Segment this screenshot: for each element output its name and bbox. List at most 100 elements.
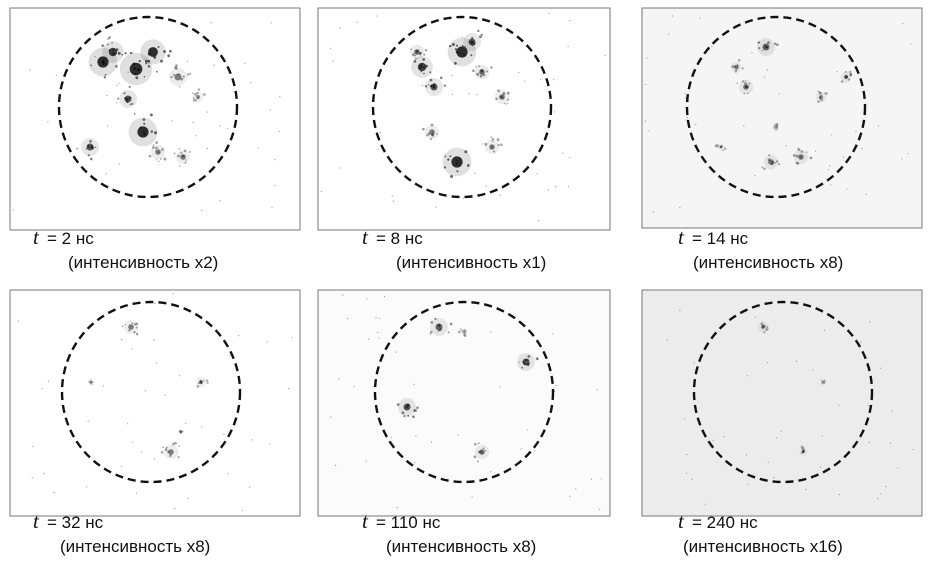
speck — [484, 142, 488, 146]
noise — [693, 362, 695, 364]
noise — [596, 389, 598, 391]
noise — [279, 96, 281, 98]
speck — [152, 144, 155, 146]
noise — [548, 12, 550, 15]
spot — [180, 431, 182, 433]
speck — [413, 409, 417, 412]
noise — [413, 383, 415, 385]
spot-halo — [738, 79, 754, 95]
speck — [792, 154, 796, 157]
spot — [108, 47, 118, 57]
noise — [365, 460, 367, 462]
noise — [47, 380, 49, 382]
speck — [175, 64, 178, 67]
speck — [167, 54, 171, 58]
dashed-circle — [692, 300, 874, 484]
speck — [108, 49, 111, 51]
speck — [432, 133, 435, 136]
speck — [148, 154, 152, 158]
speck — [136, 334, 138, 336]
noise — [185, 422, 187, 424]
intensity-label: (интенсивность x8) — [60, 537, 210, 556]
speck — [414, 57, 417, 60]
speck — [720, 146, 723, 149]
speck — [169, 454, 172, 457]
speck — [419, 51, 422, 55]
speck — [200, 381, 203, 384]
spot — [818, 94, 824, 100]
noise — [187, 497, 189, 499]
speck — [425, 134, 428, 137]
speck — [403, 415, 406, 418]
speck — [821, 379, 823, 382]
speck — [800, 150, 803, 153]
speck — [819, 93, 822, 95]
time-label: = 110 нс — [376, 513, 441, 532]
speck — [797, 148, 801, 151]
noise — [912, 448, 914, 451]
noise — [780, 430, 782, 432]
speck — [205, 379, 209, 382]
speck — [502, 97, 505, 99]
speck — [775, 128, 778, 131]
noise — [745, 454, 747, 456]
noise — [270, 22, 272, 24]
noise — [229, 354, 231, 357]
speck — [482, 73, 486, 77]
speck — [459, 52, 461, 55]
speck — [145, 62, 148, 65]
speck — [202, 93, 206, 96]
speck — [429, 332, 432, 335]
speck — [87, 146, 90, 148]
noise — [127, 71, 129, 73]
noise — [102, 385, 105, 387]
speck — [757, 41, 761, 44]
speck — [763, 325, 766, 328]
speck — [135, 332, 139, 335]
speck — [523, 362, 527, 365]
speck — [129, 103, 132, 106]
speck — [449, 155, 452, 158]
speck — [202, 379, 205, 382]
noise — [553, 79, 555, 81]
speck — [461, 329, 464, 332]
speck — [133, 67, 137, 70]
spot — [155, 149, 161, 155]
speck — [456, 44, 458, 47]
noise — [868, 442, 870, 444]
speck — [491, 146, 493, 148]
speck — [820, 98, 823, 102]
speck — [741, 67, 745, 70]
noise — [723, 435, 725, 438]
speck — [178, 429, 182, 433]
speck — [166, 450, 170, 453]
noise — [540, 79, 542, 81]
noise — [754, 174, 756, 177]
speck — [458, 331, 461, 333]
noise — [823, 329, 826, 332]
spot — [148, 47, 158, 57]
speck — [821, 381, 823, 384]
spot-halo — [717, 143, 725, 151]
speck — [429, 78, 433, 82]
t-symbol: t — [678, 225, 685, 249]
noise — [652, 211, 655, 213]
speck — [772, 161, 775, 164]
noise — [751, 52, 753, 54]
noise — [902, 23, 904, 25]
spot — [499, 94, 505, 100]
speck — [471, 44, 474, 47]
noise — [524, 80, 526, 82]
time-label: = 240 нс — [692, 513, 758, 532]
speck — [821, 381, 824, 384]
speck — [521, 366, 524, 369]
noise — [534, 450, 536, 452]
speck — [480, 33, 483, 36]
noise — [877, 498, 879, 500]
speck — [802, 449, 806, 453]
speck — [778, 163, 781, 166]
noise — [17, 320, 19, 322]
speck — [482, 447, 485, 450]
speck — [849, 73, 853, 77]
speck — [433, 83, 436, 86]
